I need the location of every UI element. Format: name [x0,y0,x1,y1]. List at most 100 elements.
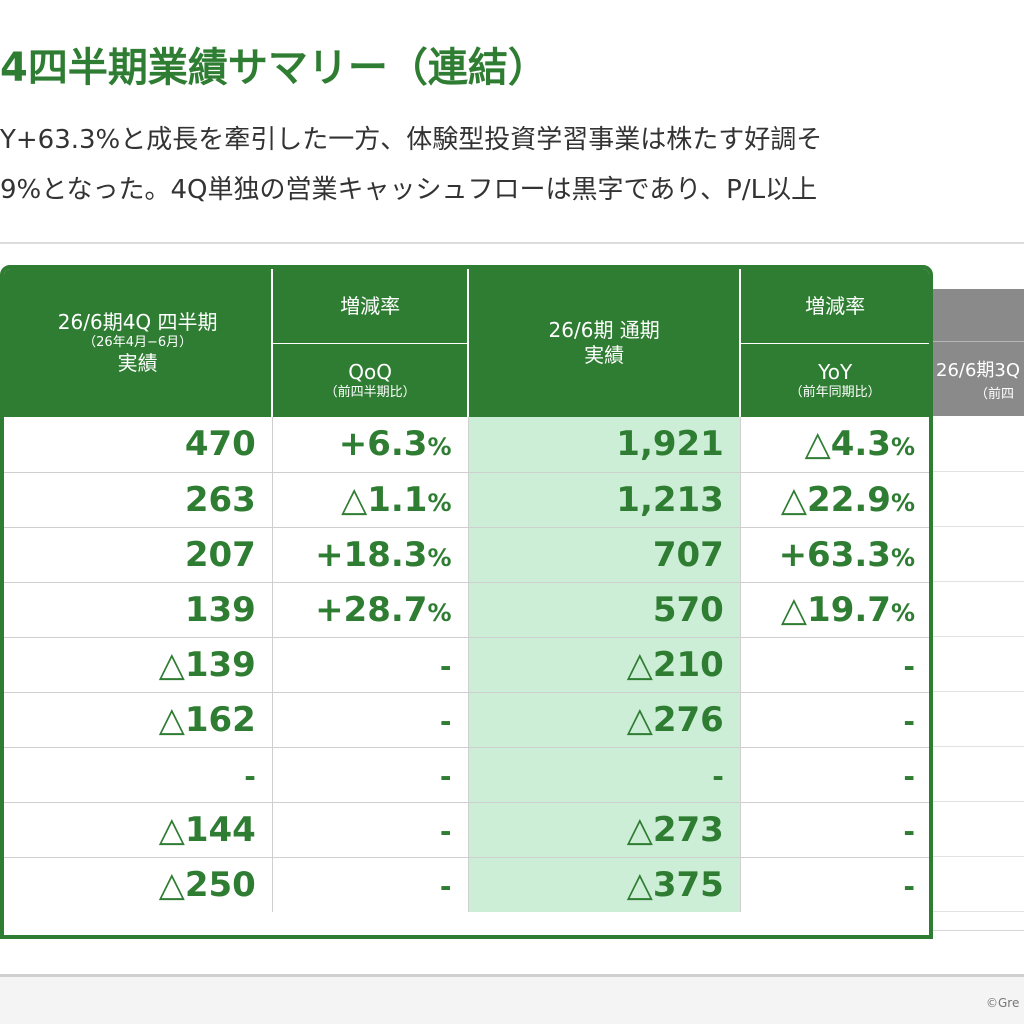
table-row: 470 +6.3% 1,921 △4.3% [4,417,929,473]
summary-table-body: 470 +6.3% 1,921 △4.3% 263 △1.1% 1,213 △22.9% 207… [4,417,929,912]
cell-q4-value: 263 [184,479,256,520]
cell-yoy-value: △19.7 [780,589,891,630]
bottom-rule [0,974,1024,977]
summary-table: 26/6期4Q 四半期 （26年4月−6月） 実績 増減率 26/6期 通期 実… [0,265,933,939]
cell-yoy-value: △22.9 [780,479,891,520]
cell-qoq: - [272,637,469,693]
cell-qoq: - [272,857,469,912]
header-fy-kind: 実績 [584,343,625,367]
header-q4-quarter: 26/6期4Q 四半期 （26年4月−6月） 実績 [4,269,274,417]
cell-qoq-value: - [439,759,452,793]
description-line-1: Y+63.3%と成長を牽引した一方、体験型投資学習事業は株たす好調そ [0,125,823,155]
cell-qoq: +28.7% [272,582,469,638]
cell-q4-value: - [244,759,256,793]
side-column-title: 26/6期3Q [936,360,1021,381]
percent-sign: % [427,543,452,572]
cell-q4-value: 207 [184,534,256,575]
side-column-subtitle: （前四 [975,387,1015,402]
percent-sign: % [890,543,915,572]
cell-qoq-value: - [439,649,452,683]
cell-q4: △144 [4,802,273,858]
cell-full-year: △273 [468,802,741,858]
cell-qoq: +18.3% [272,527,469,583]
header-q4-title: 26/6期4Q 四半期 [57,309,218,334]
cell-full-year: △375 [468,857,741,912]
percent-sign: % [427,433,452,462]
cell-yoy: △22.9% [740,472,929,528]
header-q4-period: （26年4月−6月） [83,334,193,350]
cell-yoy-value: - [903,814,915,848]
cell-full-year: △276 [468,692,741,748]
cell-full-year-value: △210 [626,644,724,685]
cell-yoy-value: - [903,759,915,793]
percent-sign: % [890,433,915,462]
cell-q4-value: △139 [158,644,256,685]
cell-yoy: - [740,692,929,748]
cell-yoy-value: - [903,649,915,683]
cell-full-year: - [468,747,741,803]
cell-q4: - [4,747,273,803]
cell-qoq: - [272,747,469,803]
cell-yoy: - [740,637,929,693]
cell-q4: 207 [4,527,273,583]
cell-yoy: - [740,747,929,803]
page-title: 4四半期業績サマリー（連結） [0,45,548,91]
cell-qoq: - [272,692,469,748]
header-yoy-sub: （前年同期比） [789,384,881,400]
percent-sign: % [427,488,452,517]
percent-sign: % [890,598,915,627]
table-row: ---- [4,747,929,803]
table-row: △162 - △276 - [4,692,929,748]
cell-q4-value: 139 [184,589,256,630]
header-full-year: 26/6期 通期 実績 [468,269,742,417]
header-divider [0,242,1024,244]
side-column-body [932,417,1024,931]
cell-qoq: - [272,802,469,858]
cell-q4-value: △144 [158,809,256,850]
cell-qoq-value: - [439,869,452,903]
header-qoq: QoQ （前四半期比） [272,343,469,417]
header-qoq-sub: （前四半期比） [324,384,416,400]
header-yoy-label: YoY [818,359,853,384]
table-row: △144 - △273 - [4,802,929,858]
cell-yoy: △4.3% [740,417,929,473]
cell-full-year-value: 570 [652,589,724,630]
side-column-row [932,582,1024,637]
header-qoq-group: 増減率 [272,269,469,344]
cell-full-year: 570 [468,582,741,638]
header-fy-title: 26/6期 通期 [548,318,660,342]
cell-q4: △250 [4,857,273,912]
cell-full-year-value: △273 [626,809,724,850]
table-row: △139 - △210 - [4,637,929,693]
cell-qoq-value: +6.3 [338,424,428,465]
cell-q4: 470 [4,417,273,473]
cell-full-year: △210 [468,637,741,693]
cell-q4: 263 [4,472,273,528]
cell-q4: 139 [4,582,273,638]
header-qoq-label: QoQ [348,359,393,384]
cell-q4-value: △162 [158,699,256,740]
side-column-header [930,289,1024,416]
cell-yoy-value: - [903,869,915,903]
cell-qoq: +6.3% [272,417,469,473]
cell-q4-value: △250 [158,864,256,905]
table-row: 263 △1.1% 1,213 △22.9% [4,472,929,528]
side-column-row [932,472,1024,527]
cell-q4: △139 [4,637,273,693]
cell-yoy: - [740,857,929,912]
cell-qoq-value: - [439,704,452,738]
table-row: 207 +18.3% 707 +63.3% [4,527,929,583]
cell-q4: △162 [4,692,273,748]
side-column-row [932,637,1024,692]
table-row: 139 +28.7% 570 △19.7% [4,582,929,638]
copyright-text: ©Gre [986,996,1020,1010]
cell-yoy: +63.3% [740,527,929,583]
side-column-divider [930,341,1024,342]
table-row: △250 - △375 - [4,857,929,912]
description-line-2: 9%となった。4Q単独の営業キャッシュフローは黒字であり、P/L以上 [0,175,818,205]
cell-full-year-value: 707 [652,534,724,575]
side-column-row [932,857,1024,912]
cell-full-year-value: - [712,759,724,793]
percent-sign: % [427,598,452,627]
side-column-row [932,692,1024,747]
